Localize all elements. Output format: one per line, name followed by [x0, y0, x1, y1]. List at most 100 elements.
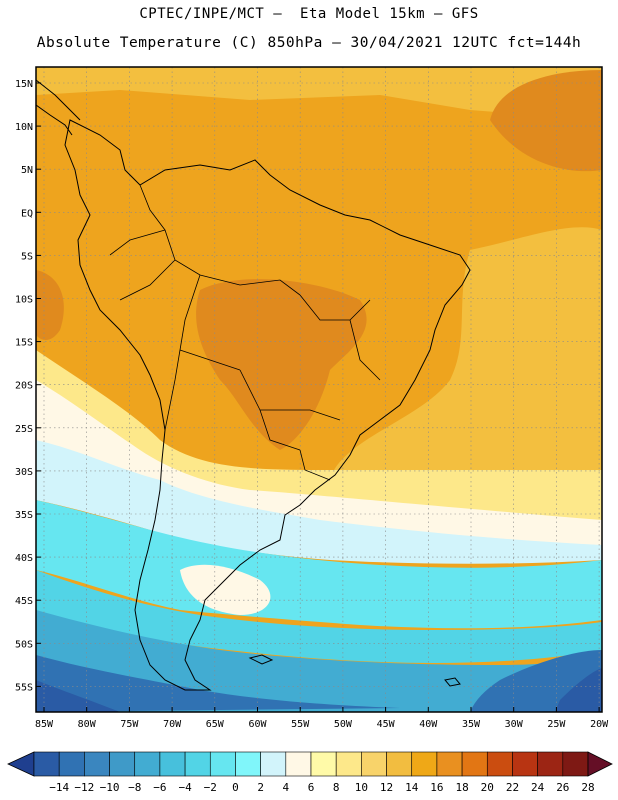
lat-label-50S: 50S	[15, 639, 33, 650]
colorbar-swatch	[134, 751, 161, 777]
colorbar-label: 12	[380, 781, 393, 794]
colorbar-label: 2	[257, 781, 264, 794]
lon-label-80W: 80W	[78, 719, 97, 730]
field-pacific-hot	[36, 270, 64, 340]
lat-label-55S: 55S	[15, 682, 33, 693]
lon-label-50W: 50W	[334, 719, 353, 730]
colorbar-swatch	[159, 751, 186, 777]
colorbar-label: 10	[355, 781, 368, 794]
lon-label-65W: 65W	[206, 719, 225, 730]
lon-label-60W: 60W	[248, 719, 267, 730]
colorbar-label: −14	[49, 781, 69, 794]
colorbar-label: 26	[556, 781, 569, 794]
field-north-yellow	[36, 67, 602, 120]
lat-label-25S: 25S	[15, 424, 33, 435]
colorbar-label: 18	[455, 781, 468, 794]
colorbar-arrow-left	[7, 751, 35, 777]
temperature-field	[36, 67, 602, 712]
colorbar-label: 20	[481, 781, 494, 794]
colorbar-swatch	[411, 751, 438, 777]
lat-label-45S: 45S	[15, 596, 33, 607]
colorbar-swatch	[512, 751, 538, 777]
longitude-labels: 85W 80W 75W 70W 65W 60W 55W 50W 45W 40W 35W 30W 25W 2…	[35, 707, 609, 730]
colorbar-swatch	[537, 751, 564, 777]
lon-label-55W: 55W	[291, 719, 310, 730]
field-turquoise	[36, 570, 602, 663]
lat-label-20S: 20S	[15, 381, 33, 392]
lon-label-45W: 45W	[377, 719, 396, 730]
colorbar-swatch	[184, 751, 211, 777]
colorbar-label: −6	[153, 781, 166, 794]
lat-label-5S: 5S	[21, 251, 33, 262]
colorbar-swatch	[335, 751, 362, 777]
lon-label-85W: 85W	[35, 719, 54, 730]
lon-label-30W: 30W	[505, 719, 524, 730]
lon-label-20W: 20W	[590, 719, 609, 730]
colorbar-label: −2	[204, 781, 217, 794]
lon-label-25W: 25W	[547, 719, 566, 730]
colorbar-label: −12	[74, 781, 94, 794]
colorbar-label: 8	[333, 781, 340, 794]
field-navy-sw	[36, 680, 120, 712]
map-title: CPTEC/INPE/MCT – Eta Model 15km – GFS	[139, 6, 479, 22]
colorbar-swatch	[310, 751, 337, 777]
malvinas-islands	[248, 654, 274, 665]
colorbar-label: −10	[100, 781, 120, 794]
colorbar-label: −8	[128, 781, 141, 794]
central-america-coastline	[36, 79, 81, 136]
lat-label-35S: 35S	[15, 510, 33, 521]
colorbar-label: 4	[283, 781, 290, 794]
south-georgia	[444, 677, 461, 687]
colorbar-swatch	[285, 751, 312, 777]
colorbar-swatch	[58, 751, 85, 777]
colorbar-swatch	[209, 751, 236, 777]
lat-label-10N: 10N	[15, 122, 33, 133]
colorbar-label: 24	[531, 781, 545, 794]
colorbar-swatch	[260, 751, 287, 777]
lat-label-40S: 40S	[15, 553, 33, 564]
colorbar-swatch	[84, 751, 110, 777]
colorbar-label: 14	[405, 781, 419, 794]
field-ice-band	[36, 440, 602, 564]
colorbar-swatch	[486, 751, 513, 777]
latitude-labels: 15N 10N 5N EQ 5S 10S 15S 20S 25S 30S 35S 40S 45S 50S 5…	[15, 79, 41, 693]
colorbar: −14 −12 −10 −8 −6 −4 −2 0 2 4 6 8 10 12 14 16 18 20 22 24 26…	[7, 751, 613, 794]
field-patagonia-cream	[180, 564, 271, 615]
colorbar-label: 22	[506, 781, 519, 794]
lat-label-5N: 5N	[21, 165, 33, 176]
colorbar-swatch	[461, 751, 488, 777]
colorbar-arrow-right	[587, 751, 613, 777]
colorbar-swatch	[386, 751, 413, 777]
colorbar-label: −4	[178, 781, 192, 794]
colorbar-swatch	[436, 751, 463, 777]
lat-label-EQ: EQ	[21, 208, 33, 219]
map-frame	[35, 66, 603, 713]
colorbar-label: 0	[232, 781, 239, 794]
colorbar-label: 16	[430, 781, 443, 794]
lat-label-15S: 15S	[15, 338, 33, 349]
country-borders	[109, 184, 381, 481]
lat-label-10S: 10S	[15, 295, 33, 306]
south-america-coastline	[64, 119, 471, 691]
lon-label-75W: 75W	[120, 719, 139, 730]
colorbar-swatch	[33, 751, 60, 777]
colorbar-swatch	[109, 751, 136, 777]
field-blue	[36, 655, 400, 712]
colorbar-swatch	[235, 751, 261, 777]
field-navy-se	[555, 668, 602, 712]
field-ne-hot	[490, 70, 602, 172]
field-brazil-hot	[196, 279, 367, 450]
temperature-map: 15N 10N 5N EQ 5S 10S 15S 20S 25S 30S 35S 40S 45S 50S 5…	[15, 66, 609, 730]
lat-label-30S: 30S	[15, 467, 33, 478]
lon-label-35W: 35W	[462, 719, 481, 730]
colorbar-swatch	[562, 751, 589, 777]
field-atlantic-yellow	[330, 227, 602, 480]
colorbar-label: 28	[581, 781, 594, 794]
lat-label-15N: 15N	[15, 79, 33, 90]
lon-label-40W: 40W	[419, 719, 438, 730]
colorbar-swatch	[361, 751, 387, 777]
lon-label-70W: 70W	[163, 719, 182, 730]
colorbar-label: 6	[308, 781, 315, 794]
field-cyan	[36, 500, 602, 629]
map-subtitle: Absolute Temperature (C) 850hPa – 30/04/…	[36, 35, 582, 51]
